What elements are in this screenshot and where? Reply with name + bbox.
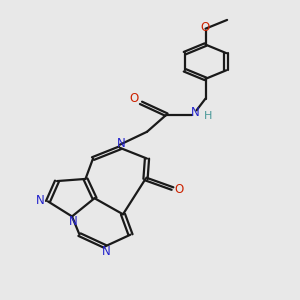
Text: O: O xyxy=(130,92,139,105)
Text: N: N xyxy=(117,136,126,150)
Text: O: O xyxy=(175,183,184,196)
Text: N: N xyxy=(69,214,78,228)
Text: O: O xyxy=(200,20,209,34)
Text: N: N xyxy=(102,244,111,258)
Text: N: N xyxy=(191,106,200,119)
Text: N: N xyxy=(36,194,45,207)
Text: H: H xyxy=(203,111,212,121)
